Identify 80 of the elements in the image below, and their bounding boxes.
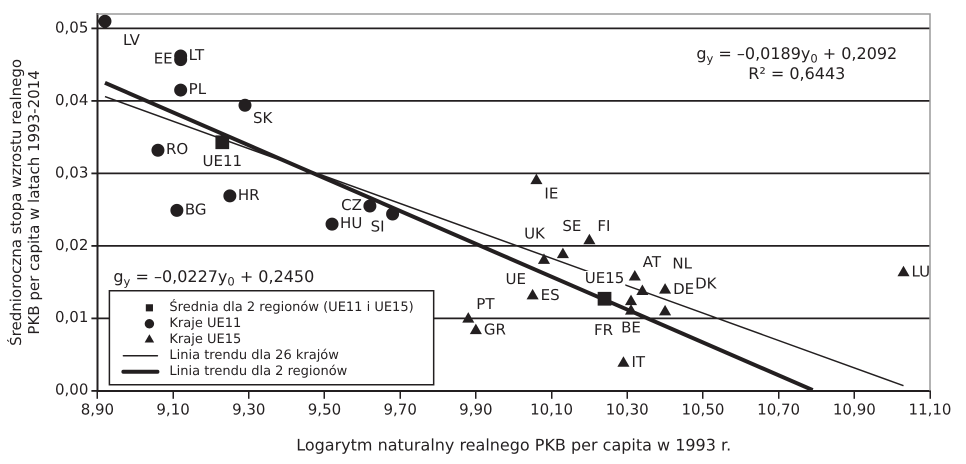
y-tick-label: 0,05 [54, 18, 88, 36]
point [238, 98, 252, 112]
annotation: HU [340, 214, 362, 232]
point [151, 144, 164, 157]
y-tick-label: 0,02 [54, 236, 88, 254]
annotation: FR [594, 320, 614, 339]
y-axis-title: Średnioroczna stopa wzrostu realnego PKB per capita w latach 1993-2014 [6, 58, 43, 346]
point [386, 207, 400, 220]
annotation: LU [912, 262, 930, 281]
y-tick-label: 0,03 [54, 163, 88, 182]
point [326, 218, 339, 231]
annotation: DK [695, 274, 718, 293]
point [659, 284, 671, 294]
annotation: HR [238, 186, 260, 204]
annotation: BG [184, 200, 207, 218]
point [470, 324, 482, 334]
annotation: LT [188, 46, 205, 64]
x-tick-label: 10,90 [832, 400, 876, 419]
x-tick-label: 9,30 [232, 400, 266, 419]
annotation: NL [672, 254, 693, 272]
point [629, 270, 640, 281]
annotation: SE [562, 216, 582, 235]
annotation: SI [370, 218, 385, 236]
y-tick-label: 0,01 [54, 308, 88, 326]
point [223, 189, 236, 202]
annotation: ES [540, 286, 560, 304]
point [557, 248, 569, 258]
legend-label: Linia trendu dla 2 regionów [169, 364, 348, 380]
x-axis-title: Logarytm naturalny realnego PKB per capita w 1993 r. [296, 436, 732, 455]
point [898, 266, 910, 276]
x-tick-label: 10,10 [530, 400, 574, 419]
annotation: R² = 0,6443 [748, 64, 846, 83]
annotation: DE [673, 280, 694, 298]
x-tick-label: 9,10 [156, 400, 190, 419]
annotation: GR [484, 320, 506, 339]
annotation: UE [506, 270, 526, 288]
point [170, 204, 184, 217]
x-tick-label: 10,70 [757, 400, 800, 419]
annotation: BE [621, 318, 641, 337]
annotation: PT [476, 295, 496, 314]
point [618, 356, 630, 367]
annotation: EE [154, 50, 173, 68]
x-tick-label: 9,90 [459, 400, 493, 419]
point [530, 174, 542, 184]
annotation: UK [524, 224, 546, 243]
point [659, 305, 671, 316]
point [584, 234, 596, 244]
point [215, 135, 230, 150]
point [363, 200, 376, 213]
point [462, 312, 474, 323]
annotation: RO [166, 140, 188, 158]
annotation: FI [597, 216, 610, 235]
legend-label: Kraje UE11 [169, 316, 242, 332]
annotation: PL [188, 80, 207, 98]
x-tick-label: 9,50 [308, 400, 342, 419]
annotation: CZ [341, 196, 362, 214]
annotation: IT [631, 353, 646, 372]
x-tick-label: 9,70 [383, 400, 417, 419]
x-tick-label: 11,10 [908, 400, 952, 419]
point [526, 289, 538, 300]
point [538, 254, 550, 264]
y-tick-label: 0,04 [54, 90, 88, 109]
point [636, 285, 648, 296]
y-tick-label: 0,00 [54, 380, 88, 399]
annotation: UE11 [202, 152, 242, 170]
point [98, 14, 112, 28]
x-tick-label: 10,30 [606, 400, 649, 419]
x-tick-label: 10,50 [681, 400, 724, 419]
annotation: LV [122, 30, 141, 49]
legend-label: Kraje UE15 [169, 332, 242, 348]
point [598, 292, 612, 306]
legend-label: Średnia dla 2 regionów (UE11 i UE15) [169, 298, 414, 316]
annotation: AT [642, 253, 662, 272]
point [174, 84, 188, 97]
legend-label: Linia trendu dla 26 krajów [169, 348, 340, 364]
annotation: IE [544, 184, 558, 202]
annotation: SK [252, 108, 274, 127]
point [625, 295, 637, 306]
annotation: UE15 [584, 268, 624, 287]
x-tick-label: 8,90 [80, 400, 114, 419]
